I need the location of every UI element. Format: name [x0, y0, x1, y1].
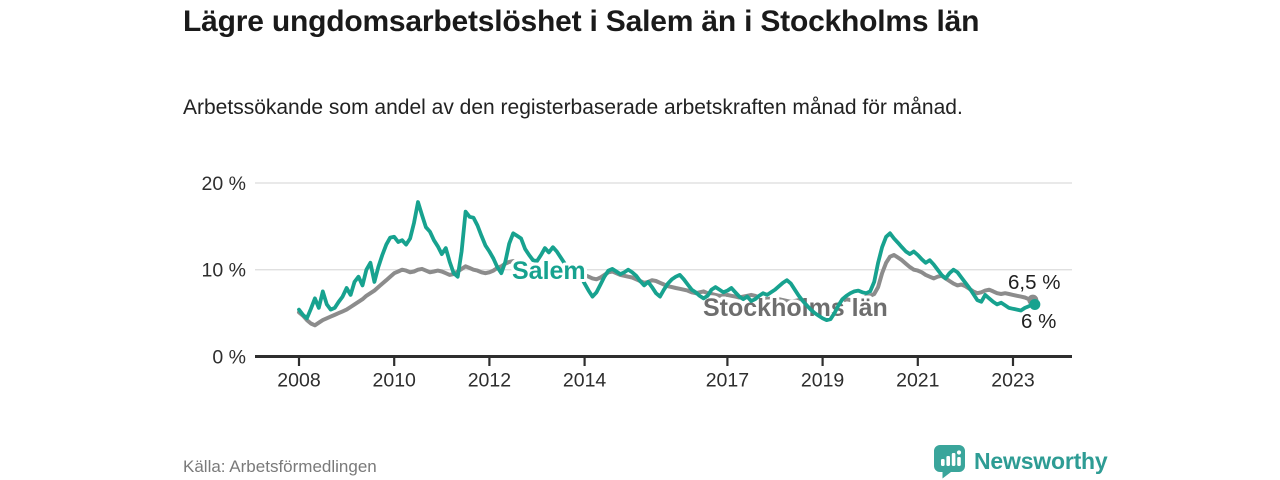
bar-chart-bubble-icon [934, 445, 965, 479]
chart-title: Lägre ungdomsarbetslöshet i Salem än i S… [183, 5, 980, 38]
x-tick-label: 2019 [801, 370, 844, 392]
y-tick-label: 20 % [202, 173, 246, 195]
y-tick-label: 10 % [202, 260, 246, 282]
y-tick-label: 0 % [212, 347, 246, 369]
series-name-label: Salem [512, 257, 586, 285]
x-tick-label: 2021 [896, 370, 939, 392]
chart-subtitle: Arbetssökande som andel av den registerb… [183, 96, 963, 119]
x-tick-label: 2012 [468, 370, 511, 392]
series-name-label: Stockholms län [703, 294, 888, 322]
newsworthy-logo-text: Newsworthy [974, 448, 1108, 474]
source-note: Källa: Arbetsförmedlingen [183, 457, 377, 476]
x-tick-label: 2023 [991, 370, 1034, 392]
newsworthy-logo: Newsworthy [933, 444, 1108, 479]
series-end-value-label: 6 % [1021, 310, 1056, 333]
series-line-salem [297, 200, 1035, 323]
series-end-dot-salem [1029, 298, 1041, 310]
x-tick-label: 2014 [563, 370, 607, 392]
series-line-stockholms-lan [297, 253, 1035, 328]
x-tick-label: 2017 [706, 370, 749, 392]
x-tick-label: 2010 [373, 370, 417, 392]
x-tick-label: 2008 [277, 370, 320, 392]
series-end-value-label: 6,5 % [1008, 271, 1060, 294]
